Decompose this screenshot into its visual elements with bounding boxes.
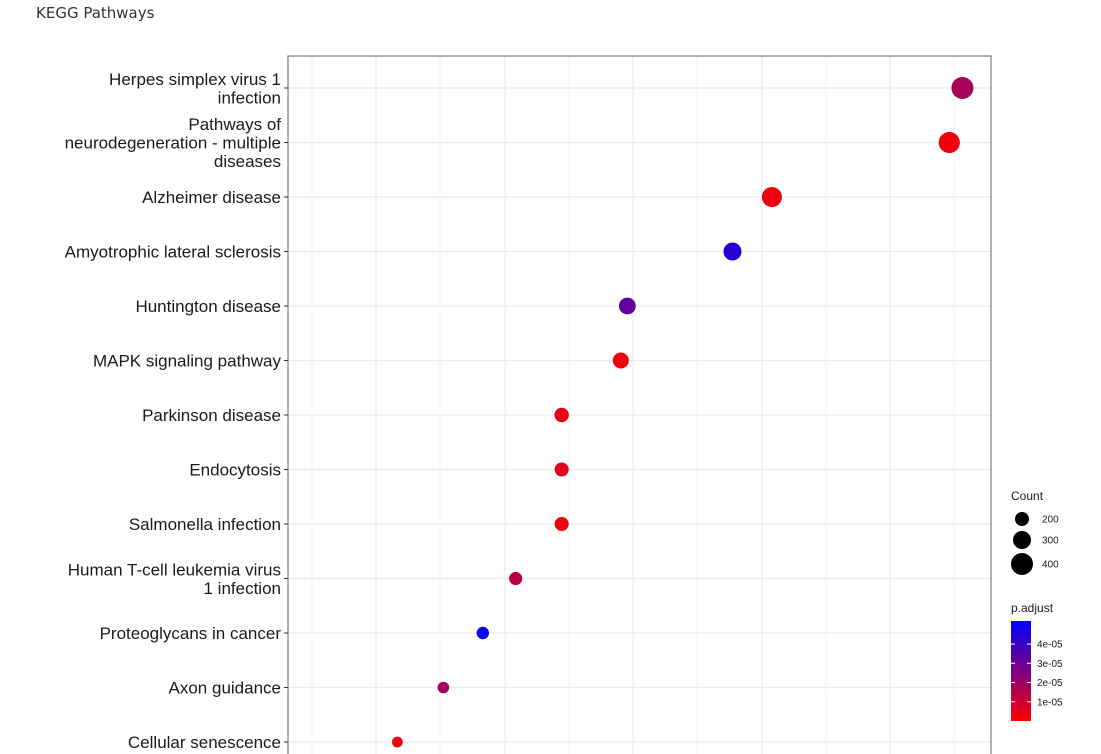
y-tick-label: 1 infection [204, 579, 282, 598]
data-point [938, 131, 960, 154]
size-legend-label: 200 [1042, 515, 1059, 526]
data-point [618, 297, 636, 315]
data-point [392, 736, 403, 748]
y-tick-label: Endocytosis [189, 461, 281, 480]
data-point [554, 517, 569, 531]
y-tick-label: Alzheimer disease [142, 188, 281, 207]
data-point [723, 242, 742, 261]
color-legend-label: 4e-05 [1037, 640, 1063, 651]
page-title: KEGG Pathways [36, 4, 155, 22]
size-legend-label: 300 [1042, 536, 1059, 547]
size-legend-key [1011, 553, 1033, 575]
size-legend-key [1013, 531, 1031, 549]
data-point [476, 626, 490, 640]
data-point [437, 681, 450, 694]
y-tick-label: Proteoglycans in cancer [100, 624, 282, 643]
data-point [554, 462, 569, 477]
y-tick-label: Human T-cell leukemia virus [68, 560, 281, 579]
y-tick-label: diseases [214, 152, 281, 171]
y-tick-label: infection [218, 88, 281, 107]
y-tick-label: Cellular senescence [128, 733, 281, 752]
data-point [612, 352, 629, 369]
y-tick-label: Parkinson disease [142, 406, 281, 425]
data-point [761, 187, 782, 207]
color-legend-title: p.adjust [1011, 601, 1054, 615]
plot-panel [288, 56, 991, 754]
y-tick-label: Amyotrophic lateral sclerosis [65, 243, 281, 262]
data-point [951, 77, 974, 99]
y-tick-label: Herpes simplex virus 1 [109, 70, 281, 89]
size-legend-label: 400 [1042, 560, 1059, 571]
color-legend-label: 3e-05 [1037, 659, 1063, 670]
y-tick-label: Axon guidance [169, 679, 281, 698]
size-legend-title: Count [1011, 489, 1044, 503]
y-tick-label: Huntington disease [135, 297, 281, 316]
y-tick-label: Salmonella infection [129, 515, 281, 534]
data-point [509, 571, 523, 586]
data-point [554, 407, 569, 423]
size-legend-key [1015, 512, 1029, 526]
y-tick-label: MAPK signaling pathway [93, 352, 282, 371]
color-legend-bar [1011, 621, 1031, 721]
color-legend-label: 2e-05 [1037, 678, 1063, 689]
y-tick-label: neurodegeneration - multiple [65, 134, 281, 153]
color-legend-label: 1e-05 [1037, 697, 1063, 708]
y-tick-label: Pathways of [188, 115, 281, 134]
panel-border [287, 55, 992, 754]
